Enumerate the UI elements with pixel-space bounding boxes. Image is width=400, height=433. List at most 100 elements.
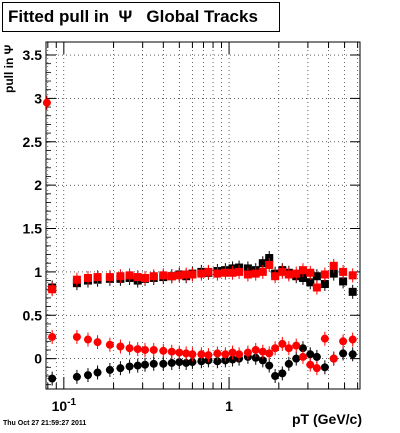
y-tick-label: 0.5 [23,307,43,323]
data-point-circle [133,361,142,370]
data-point-square [312,272,321,281]
data-point-circle [83,371,92,380]
y-tick-label: 2.5 [23,134,43,150]
data-point-square [329,261,338,270]
data-point-square [188,270,197,279]
data-point-circle [339,349,348,358]
data-point-square [339,267,348,276]
data-point-square [306,278,315,287]
data-point-square [149,272,158,281]
data-point-circle [42,98,51,107]
data-point-square [329,269,338,278]
data-point-circle [284,359,293,368]
data-point-circle [278,369,287,378]
data-point-square [265,260,274,269]
data-point-circle [93,338,102,347]
y-tick-label: 0 [34,351,42,367]
x-tick-label: 10-1 [52,397,77,414]
data-point-circle [93,368,102,377]
data-point-circle [271,371,280,380]
data-point-square [243,270,252,279]
data-point-circle [221,350,230,359]
data-point-circle [175,358,184,367]
data-point-square [251,269,260,278]
data-point-square [348,271,357,280]
data-point-circle [159,359,168,368]
data-point-circle [72,332,81,341]
y-axis-label: pull in Ψ [2,45,16,94]
data-point-circle [213,357,222,366]
data-point-circle [182,358,191,367]
data-point-circle [312,364,321,373]
data-point-square [306,268,315,277]
data-point-circle [133,345,142,354]
data-point-circle [116,364,125,373]
data-point-circle [348,335,357,344]
data-point-square [228,268,237,277]
data-point-square [235,267,244,276]
data-point-circle [265,361,274,370]
data-point-circle [339,337,348,346]
data-point-circle [228,348,237,357]
data-point-circle [265,349,274,358]
data-point-circle [284,344,293,353]
data-point-circle [278,339,287,348]
data-point-circle [204,351,213,360]
data-point-circle [258,356,267,365]
data-point-square [221,268,230,277]
data-point-circle [167,347,176,356]
y-tick-label: 3.5 [23,47,43,63]
data-point-square [167,272,176,281]
data-point-square [83,273,92,282]
data-point-square [105,273,114,282]
data-point-circle [72,372,81,381]
data-point-circle [48,374,57,383]
y-tick-label: 1.5 [23,221,43,237]
data-point-circle [167,358,176,367]
chart-title: Fitted pull in Ψ Global Tracks [2,2,280,32]
plot-frame [45,41,361,390]
data-point-square [292,269,301,278]
data-point-square [348,287,357,296]
data-point-circle [312,352,321,361]
data-point-square [197,269,206,278]
data-point-square [48,285,57,294]
data-point-square [284,270,293,279]
data-point-square [213,269,222,278]
data-point-circle [306,360,315,369]
data-point-circle [258,347,267,356]
data-point-circle [83,335,92,344]
data-point-circle [188,350,197,359]
data-point-square [320,280,329,289]
data-point-circle [149,359,158,368]
data-point-square [175,271,184,280]
data-point-square [125,271,134,280]
data-point-circle [329,354,338,363]
data-point-circle [292,354,301,363]
data-point-circle [348,350,357,359]
y-tick-label: 2 [34,177,42,193]
data-point-circle [48,332,57,341]
data-point-circle [125,344,134,353]
data-point-square [116,272,125,281]
data-point-circle [251,345,260,354]
data-point-square [258,267,267,276]
data-point-circle [197,350,206,359]
data-point-circle [320,363,329,372]
data-point-square [271,272,280,281]
data-point-square [339,277,348,286]
data-point-circle [159,346,168,355]
data-point-square [320,270,329,279]
data-point-circle [141,360,150,369]
data-point-circle [271,344,280,353]
data-point-square [141,273,150,282]
data-point-square [278,267,287,276]
data-point-circle [116,342,125,351]
data-point-circle [298,352,307,361]
data-point-square [159,271,168,280]
x-tick-label: 1 [225,398,233,414]
data-point-square [133,273,142,282]
data-point-circle [125,362,134,371]
